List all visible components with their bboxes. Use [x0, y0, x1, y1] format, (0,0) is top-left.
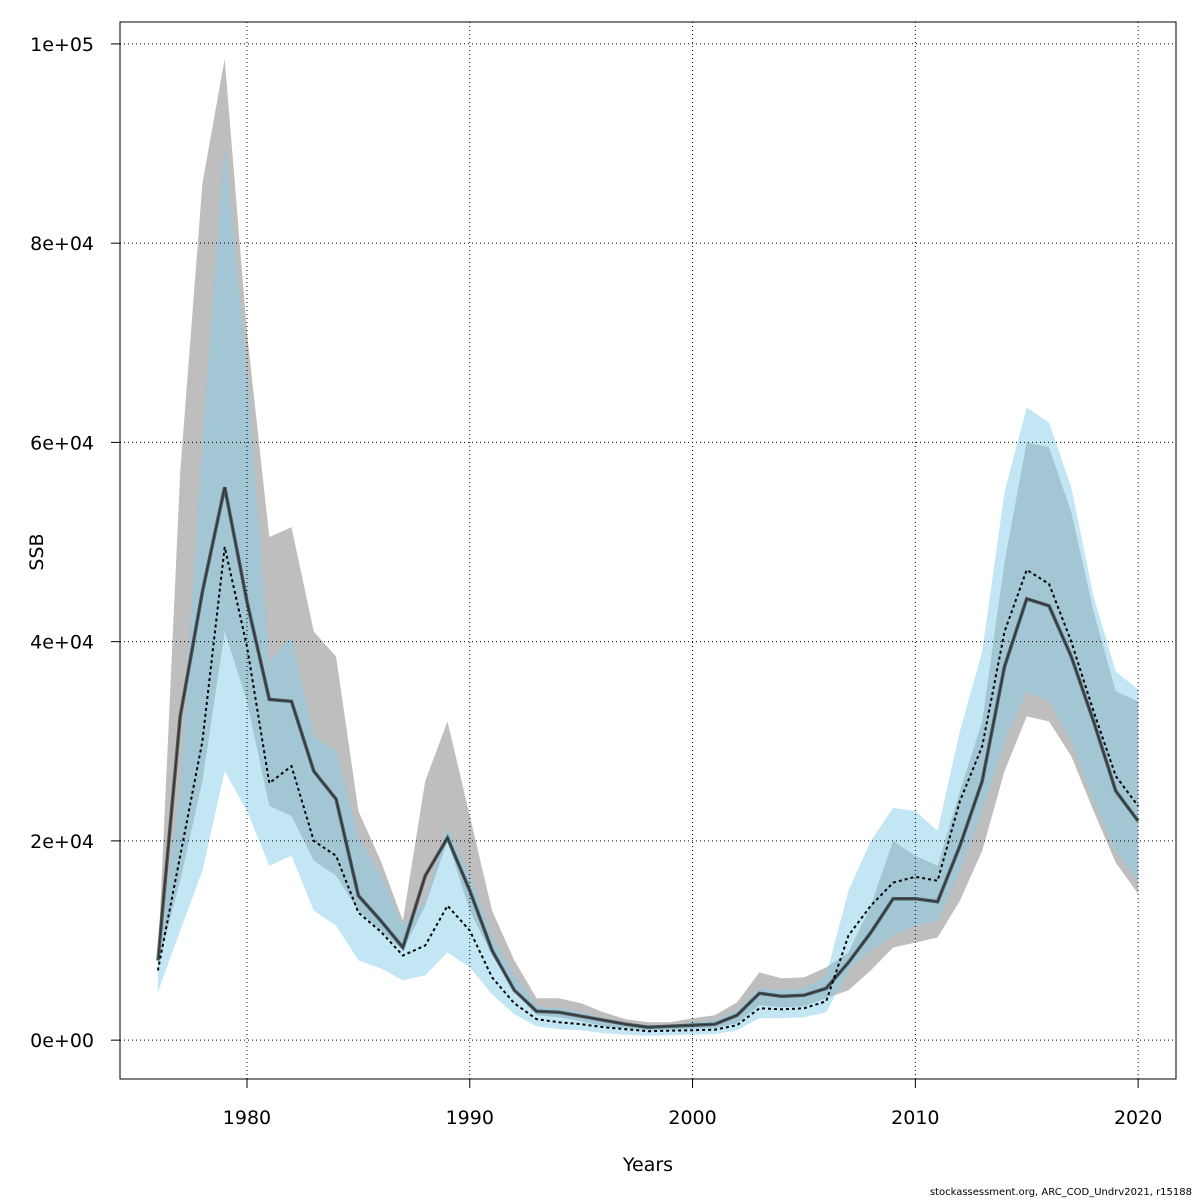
y-tick-label: 4e+04: [30, 632, 94, 654]
x-axis-title: Years: [622, 1154, 673, 1176]
blue-confidence-band: [157, 143, 1139, 1036]
x-tick-label: 2000: [668, 1107, 716, 1129]
x-tick-label: 1990: [446, 1107, 494, 1129]
y-tick-label: 8e+04: [30, 233, 94, 255]
x-tick-label: 1980: [223, 1107, 271, 1129]
confidence-bands: [157, 58, 1139, 1036]
footer-credit: stockassessment.org, ARC_COD_Undrv2021, …: [929, 1187, 1192, 1198]
series-lines: [156, 486, 1140, 1033]
x-tick-label: 2020: [1114, 1107, 1162, 1129]
y-tick-label: 2e+04: [30, 831, 94, 853]
solid-estimate-line: [157, 487, 1139, 1028]
x-tick-label: 2010: [891, 1107, 939, 1129]
y-tick-label: 1e+05: [30, 34, 94, 56]
x-axis: 1980 1990 2000 2010 2020: [223, 1079, 1162, 1129]
y-tick-label: 0e+00: [30, 1030, 94, 1052]
plot-frame: [119, 21, 1177, 1080]
y-tick-label: 6e+04: [30, 432, 94, 454]
y-axis-title: SSB: [26, 533, 48, 570]
y-axis: 0e+00 2e+04 4e+04 6e+04 8e+04 1e+05: [30, 34, 120, 1052]
grid-lines: [120, 22, 1176, 1079]
